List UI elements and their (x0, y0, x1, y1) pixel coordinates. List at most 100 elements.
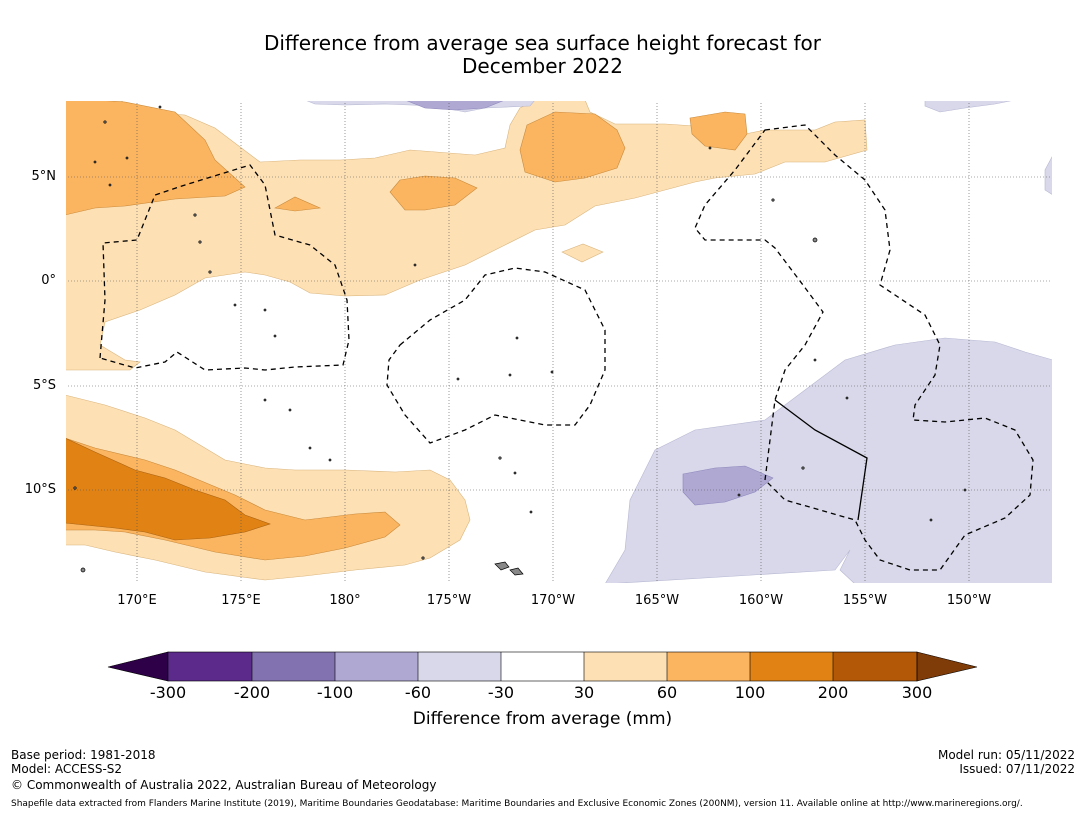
island (508, 373, 512, 377)
lat-label: 5°N (31, 169, 57, 184)
lon-label: 170°W (530, 593, 576, 608)
negative-anomaly-patch-east-edge (1044, 154, 1053, 196)
anomaly-map (65, 100, 1053, 584)
island (513, 471, 517, 475)
lat-label: 0° (41, 273, 56, 288)
island (812, 237, 818, 243)
map-frame (65, 100, 1053, 584)
colorbar-tick: -200 (233, 683, 271, 702)
colorbar-tick: 100 (734, 683, 766, 702)
colorbar-label: Difference from average (mm) (412, 709, 673, 729)
island (233, 303, 237, 307)
copyright: © Commonwealth of Australia 2022, Austra… (11, 778, 437, 792)
negative-anomaly-patch-north (404, 100, 506, 111)
island (801, 466, 805, 470)
colorbar-bin (501, 652, 584, 681)
lon-label: 180° (329, 593, 361, 608)
island (813, 358, 817, 362)
eez-boundary-central (386, 267, 606, 444)
lon-label: 160°W (738, 593, 784, 608)
island (328, 458, 332, 462)
colorbar-tick: -300 (149, 683, 187, 702)
island (737, 493, 741, 497)
island (550, 370, 554, 374)
footer-right: Model run: 05/11/2022 Issued: 07/11/2022 (938, 748, 1075, 776)
island (125, 156, 129, 160)
island (93, 160, 97, 164)
samoa-island (509, 567, 524, 576)
negative-anomaly-patch-northeast (924, 100, 1016, 113)
colorbar-tick: 200 (817, 683, 849, 702)
island (456, 377, 460, 381)
footer-left: Base period: 1981-2018 Model: ACCESS-S2 … (11, 748, 436, 792)
positive-anomaly-patch-small (561, 243, 604, 263)
colorbar-extend-low (107, 651, 169, 682)
lon-label: 170°E (117, 593, 157, 608)
island (108, 183, 112, 187)
lat-label: 10°S (24, 482, 56, 497)
colorbar-tick: 30 (573, 683, 595, 702)
island (73, 486, 77, 490)
island (771, 198, 775, 202)
island (158, 105, 162, 109)
island (193, 213, 197, 217)
island (273, 334, 277, 338)
island (288, 408, 292, 412)
colorbar-bin (750, 652, 833, 681)
model-name: Model: ACCESS-S2 (11, 762, 123, 776)
lon-label: 150°W (946, 593, 992, 608)
samoa-island (494, 561, 510, 571)
island (708, 146, 712, 150)
colorbar-extend-high (916, 651, 978, 682)
lon-label: 155°W (842, 593, 888, 608)
colorbar-tick: -100 (316, 683, 354, 702)
model-run-date: Model run: 05/11/2022 (937, 748, 1075, 762)
negative-anomaly-region-southeast (604, 337, 1053, 584)
colorbar-bin (168, 652, 252, 681)
island (198, 240, 202, 244)
island (263, 308, 267, 312)
positive-anomaly-patch-163w (689, 111, 748, 151)
island (963, 488, 967, 492)
lon-label: 175°E (221, 593, 261, 608)
colorbar-bin (833, 652, 917, 681)
colorbar-tick: -30 (487, 683, 515, 702)
lon-label: 175°W (426, 593, 472, 608)
colorbar-bin (667, 652, 750, 681)
lon-label: 165°W (634, 593, 680, 608)
anomaly-100-200-region (65, 437, 271, 541)
chart-title: Difference from average sea surface heig… (0, 32, 1085, 78)
colorbar-tick: 60 (656, 683, 678, 702)
title-line-1: Difference from average sea surface heig… (263, 31, 822, 55)
island (103, 120, 107, 124)
colorbar-bin (418, 652, 501, 681)
island (308, 446, 312, 450)
maritime-boundary-line (774, 399, 868, 521)
eez-boundary-west (99, 164, 350, 371)
positive-anomaly-patch-central-north (389, 175, 478, 211)
colorbar-bin (252, 652, 335, 681)
eez-boundaries (99, 124, 1034, 571)
island (498, 456, 502, 460)
colorbar-tick: -60 (404, 683, 432, 702)
positive-anomaly-patch-180 (274, 196, 322, 212)
island (208, 270, 212, 274)
island (529, 510, 533, 514)
positive-anomaly-patch-170w (519, 111, 626, 183)
island (413, 263, 417, 267)
island (845, 396, 849, 400)
base-period: Base period: 1981-2018 (11, 748, 156, 762)
colorbar-bin (584, 652, 667, 681)
island (515, 336, 519, 340)
colorbar-tick: 300 (901, 683, 933, 702)
title-line-2: December 2022 (462, 54, 623, 78)
colorbar (107, 651, 978, 682)
shapefile-attribution: Shapefile data extracted from Flanders M… (11, 799, 1023, 809)
colorbar-bin (335, 652, 418, 681)
islands (73, 105, 967, 576)
island (929, 518, 933, 522)
island (263, 398, 267, 402)
issued-date: Issued: 07/11/2022 (959, 762, 1075, 776)
eez-boundary-east (694, 124, 1034, 571)
negative-anomaly-patch-south (682, 465, 774, 506)
